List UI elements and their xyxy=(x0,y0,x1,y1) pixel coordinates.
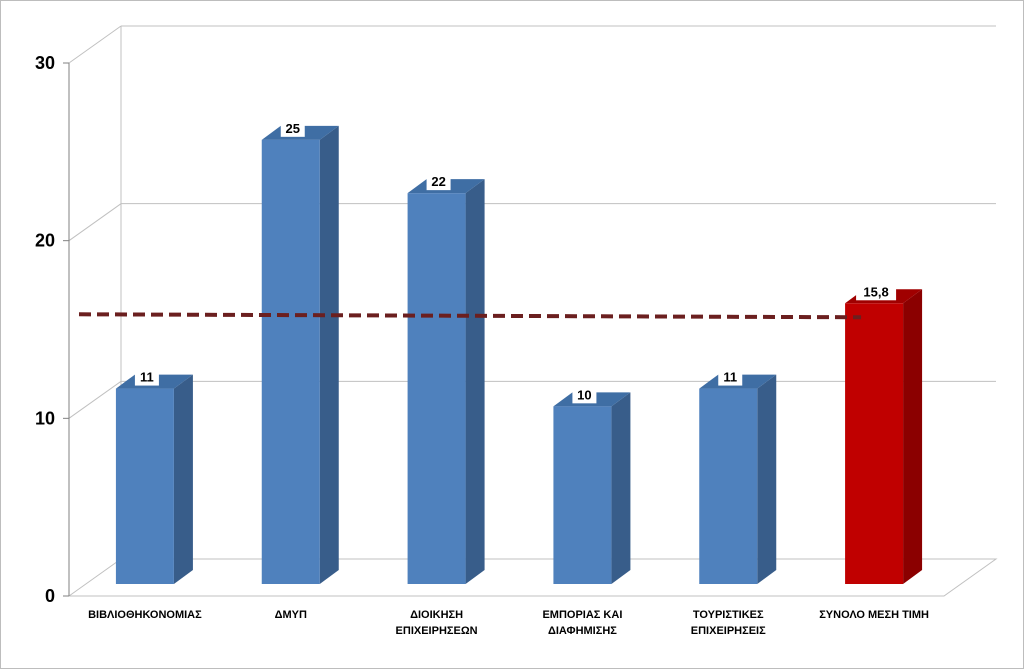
gridline-side xyxy=(68,25,122,64)
x-tick-label: ΒΙΒΛΙΟΘΗΚΟΝΟΜΙΑΣ xyxy=(88,609,202,621)
data-label-box xyxy=(856,283,897,301)
x-tick-label-line: ΣΥΝΟΛΟ ΜΕΣΗ ΤΙΜΗ xyxy=(819,609,929,621)
x-tick-label: ΔΙΟΙΚΗΣΗ ΕΠΙΧΕΙΡΗΣΕΩΝ xyxy=(396,609,478,637)
x-tick-label-line: ΒΙΒΛΙΟΘΗΚΟΝΟΜΙΑΣ xyxy=(88,609,202,621)
x-tick-label-line: ΔΜΥΠ xyxy=(275,609,307,621)
x-tick-label-line: ΕΠΙΧΕΙΡΗΣΕΙΣ xyxy=(691,625,766,637)
x-tick-label-line: ΕΠΙΧΕΙΡΗΣΕΩΝ xyxy=(396,625,478,637)
x-tick-label-line: ΔΙΑΦΗΜΙΣΗΣ xyxy=(548,625,617,637)
bar xyxy=(553,406,612,584)
bar xyxy=(845,303,904,584)
bar-side xyxy=(173,374,193,584)
data-label: 11 xyxy=(723,370,737,385)
x-tick-label: ΤΟΥΡΙΣΤΙΚΕΣ ΕΠΙΧΕΙΡΗΣΕΙΣ xyxy=(691,609,766,637)
chart-floor xyxy=(67,558,998,597)
bar xyxy=(115,388,174,584)
y-tick-label: 30 xyxy=(35,53,55,73)
y-tick-label: 0 xyxy=(45,586,55,606)
average-reference-line xyxy=(78,312,862,320)
x-tick-label: ΔΜΥΠ xyxy=(275,609,307,621)
data-label: 25 xyxy=(286,121,300,136)
x-tick-label-line: ΤΟΥΡΙΣΤΙΚΕΣ xyxy=(693,609,764,621)
x-tick-label: ΣΥΝΟΛΟ ΜΕΣΗ ΤΙΜΗ xyxy=(819,609,929,621)
bar-side xyxy=(903,289,923,584)
data-label-box xyxy=(718,368,743,386)
bar-side xyxy=(757,374,777,584)
data-label: 10 xyxy=(577,387,591,402)
bar-side xyxy=(611,392,631,584)
data-label: 15,8 xyxy=(863,284,888,299)
bar-side xyxy=(319,125,339,584)
data-label-box xyxy=(280,119,305,137)
x-tick-label-line: ΕΜΠΟΡΙΑΣ ΚΑΙ xyxy=(542,609,622,621)
bar-side xyxy=(465,179,485,584)
x-tick-label: ΕΜΠΟΡΙΑΣ ΚΑΙ ΔΙΑΦΗΜΙΣΗΣ xyxy=(542,609,622,637)
x-tick-label-line: ΔΙΟΙΚΗΣΗ xyxy=(410,609,463,621)
y-tick-label: 10 xyxy=(35,408,55,428)
data-label-box xyxy=(572,386,597,404)
data-label: 11 xyxy=(140,370,154,385)
data-label-box xyxy=(134,368,159,386)
bar xyxy=(699,388,758,584)
gridline-side xyxy=(68,203,122,242)
bar xyxy=(407,193,466,584)
data-label-box xyxy=(426,173,451,191)
data-label: 22 xyxy=(431,174,445,189)
gridline-side xyxy=(68,380,122,419)
y-tick-label: 20 xyxy=(35,231,55,251)
bar xyxy=(261,139,320,585)
